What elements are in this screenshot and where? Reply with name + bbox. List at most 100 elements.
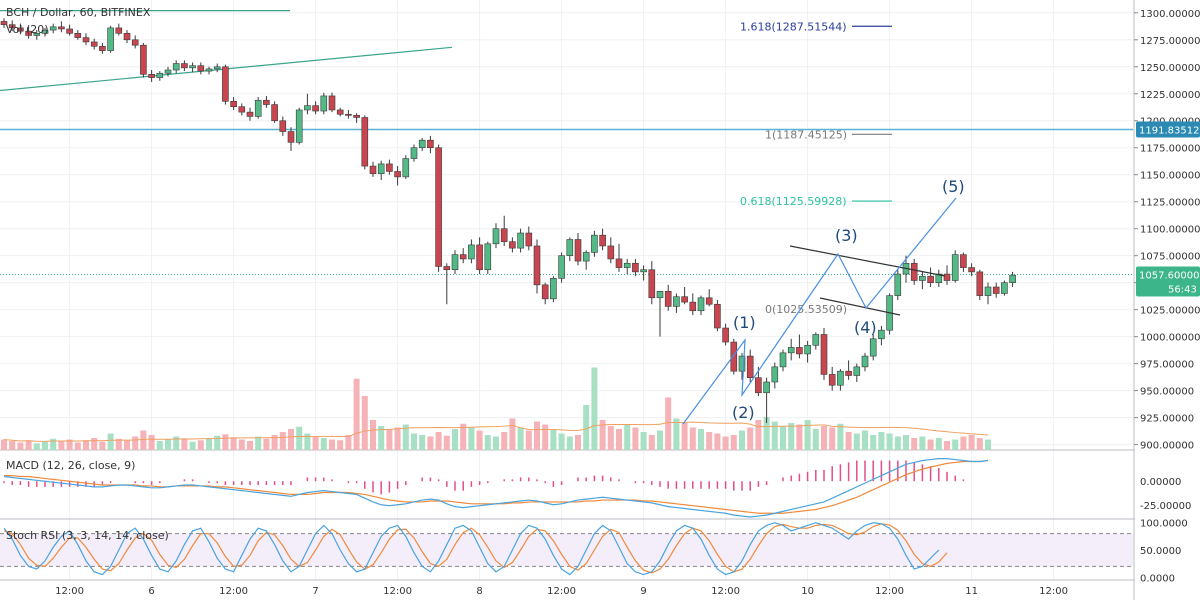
candle-body	[361, 117, 369, 167]
candle-body	[681, 296, 688, 303]
time-axis[interactable]: 12:00 6 12:00 7 12:00 8 12:00 9 12:00 10 12:00 11 12…	[55, 586, 1068, 597]
candle-body	[927, 275, 934, 283]
candle-body	[984, 286, 992, 296]
volume-bar	[443, 435, 450, 450]
volume-bar	[558, 433, 565, 450]
volume-bar	[681, 423, 688, 450]
candle-body	[66, 28, 73, 34]
volume-bar	[960, 436, 967, 450]
candle-body	[845, 370, 852, 376]
volume-bar	[99, 441, 106, 450]
volume-bar	[263, 438, 270, 450]
volume-bar	[878, 432, 885, 450]
volume-bar	[115, 438, 122, 450]
volume-bar	[755, 420, 762, 450]
volume-bar	[739, 430, 745, 450]
volume-bar	[985, 439, 991, 450]
volume-bar	[296, 426, 303, 450]
price-axis[interactable]: 1300.00000 1275.00000 1250.00000 1225.00000…	[1134, 0, 1200, 600]
volume-bar	[698, 429, 704, 450]
volume-bar	[197, 440, 204, 450]
volume-bar	[435, 432, 442, 450]
volume-indicator-label: Vol (20)	[6, 23, 49, 36]
wave-label: (5)	[942, 177, 965, 196]
volume-bar	[50, 438, 57, 450]
volume-bar	[640, 432, 647, 450]
candle-body	[517, 232, 524, 249]
time-tick-label: 10	[801, 586, 814, 597]
price-tick-label: 1150.00000	[1140, 171, 1200, 182]
chart-overlays: 1.618(1287.51544) 1(1187.45125) 0.618(1125…	[0, 10, 1133, 316]
candle-body	[558, 255, 565, 279]
candle-body	[271, 104, 278, 122]
macd-tick-label: -25.00000	[1140, 501, 1191, 512]
candle-body	[894, 273, 902, 296]
candle-body	[697, 297, 705, 312]
volume-bar	[706, 432, 713, 450]
candle-body	[58, 26, 65, 30]
volume-bar	[952, 439, 959, 450]
volume-bar	[25, 440, 32, 450]
volume-bar	[345, 435, 352, 450]
stoch-k-line	[3, 522, 940, 576]
candle-body	[484, 243, 492, 271]
volume-bar	[156, 441, 163, 450]
candle-body	[435, 147, 442, 267]
candle-body	[623, 262, 631, 268]
candle-body	[328, 95, 336, 111]
candle-body	[156, 72, 164, 78]
stoch-rsi-pane	[0, 522, 1133, 576]
volume-bar	[780, 426, 786, 450]
volume-bar	[468, 427, 475, 450]
candle-body	[197, 65, 205, 72]
wave-label: (3)	[835, 226, 858, 245]
volume-bar	[607, 426, 614, 450]
volume-bar	[542, 424, 549, 450]
candle-body	[525, 232, 533, 247]
candle-body	[1009, 274, 1016, 283]
candle-body	[599, 234, 606, 247]
volume-bar	[689, 427, 696, 450]
price-tick-label: 1025.00000	[1140, 306, 1200, 317]
volume-bar	[411, 433, 417, 450]
volume-bar	[911, 438, 918, 450]
candle-body	[796, 347, 803, 355]
current-price-label: 1057.60000	[1139, 270, 1199, 281]
volume-bar	[632, 427, 639, 450]
volume-bar	[575, 435, 581, 450]
price-tick-label: 1175.00000	[1140, 144, 1200, 155]
volume-bars	[1, 367, 991, 450]
candle-body	[509, 241, 516, 249]
candle-body	[246, 111, 254, 117]
volume-bar	[255, 436, 262, 450]
price-tick-label: 975.00000	[1140, 360, 1194, 371]
time-tick-label: 8	[476, 586, 482, 597]
wave-path	[682, 197, 957, 425]
candle-body	[500, 228, 508, 242]
candle-body	[25, 30, 32, 36]
volume-bar	[944, 441, 950, 450]
volume-bar	[919, 436, 926, 450]
volume-bar	[599, 420, 606, 450]
candle-body	[189, 65, 196, 69]
volume-bar	[870, 435, 877, 450]
volume-bar	[74, 442, 81, 450]
candle-body	[861, 355, 869, 368]
price-tick-label: 1125.00000	[1140, 198, 1200, 209]
volume-bar	[452, 429, 458, 450]
candle-body	[878, 329, 885, 340]
candle-body	[804, 344, 811, 355]
candle-body	[115, 27, 123, 34]
volume-bar	[329, 439, 335, 450]
candle-body	[279, 120, 287, 132]
candle-body	[312, 105, 319, 112]
candle-body	[853, 366, 861, 376]
price-tick-label: 1275.00000	[1140, 36, 1200, 47]
elliott-wave-annotations: (1) (2) (3) (4) (5)	[682, 177, 965, 425]
volume-bar	[591, 367, 598, 450]
volume-bar	[853, 433, 860, 450]
candle-body	[468, 244, 475, 260]
price-tick-label: 925.00000	[1140, 414, 1194, 425]
